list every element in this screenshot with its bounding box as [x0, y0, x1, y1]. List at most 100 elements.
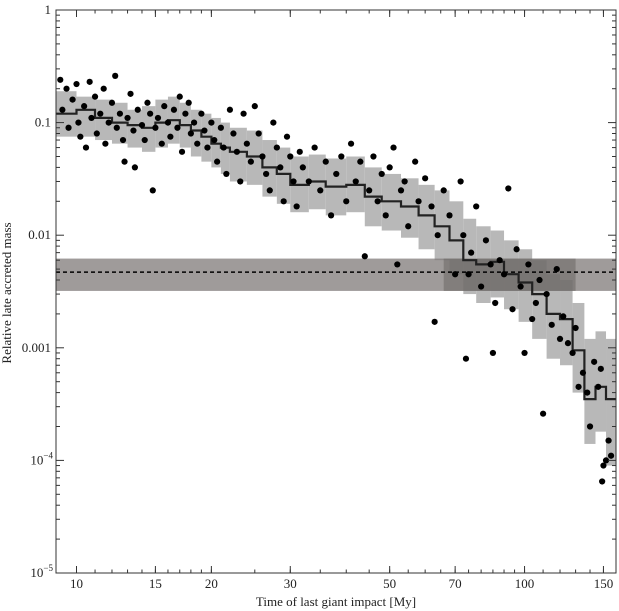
data-point: [174, 124, 181, 131]
y-tick-label: 0.1: [35, 115, 51, 130]
data-point: [457, 178, 464, 185]
data-point: [509, 306, 516, 313]
data-point: [446, 212, 453, 219]
data-point: [599, 478, 606, 485]
data-point: [124, 114, 131, 122]
data-point: [93, 130, 100, 137]
data-point: [247, 158, 254, 165]
data-point: [167, 133, 174, 140]
data-point: [347, 140, 355, 147]
x-tick-label: 15: [149, 576, 162, 591]
data-point: [75, 119, 82, 126]
y-tick-label: 10−4: [30, 450, 53, 467]
data-point: [584, 389, 591, 396]
data-point: [86, 78, 93, 85]
data-point: [141, 136, 148, 144]
data-point: [293, 203, 300, 210]
band-segment: [190, 109, 202, 157]
data-point: [374, 198, 381, 205]
data-point: [548, 321, 555, 328]
data-point: [164, 119, 172, 126]
data-point: [597, 365, 604, 372]
data-point: [560, 313, 567, 320]
data-point: [131, 164, 138, 171]
data-point: [343, 198, 350, 205]
data-point: [415, 198, 422, 205]
data-point: [366, 187, 373, 194]
data-point: [204, 144, 211, 151]
data-point: [602, 457, 610, 464]
data-point: [108, 99, 116, 106]
data-point: [322, 158, 329, 165]
band-segment: [418, 184, 435, 250]
data-point: [378, 170, 385, 178]
x-tick-label: 50: [383, 576, 396, 591]
data-point: [513, 246, 520, 253]
data-point: [152, 124, 159, 131]
data-point: [194, 140, 201, 147]
data-point: [422, 175, 429, 182]
y-tick-label: 10−5: [30, 563, 53, 580]
data-point: [158, 140, 165, 147]
data-point: [468, 249, 475, 256]
data-point: [240, 110, 247, 117]
data-point: [575, 383, 582, 390]
data-point: [525, 261, 532, 268]
data-point: [543, 290, 550, 298]
data-point: [428, 203, 435, 210]
data-point: [600, 462, 607, 469]
data-point: [223, 170, 230, 178]
data-point: [390, 144, 397, 151]
band-segment: [401, 178, 419, 238]
data-point: [97, 110, 104, 117]
data-point: [529, 315, 536, 323]
band-segment: [546, 274, 561, 359]
band-segment: [95, 99, 112, 141]
data-point: [273, 144, 280, 151]
data-point: [333, 170, 340, 178]
y-axis-title: Relative late accreted mass: [0, 222, 14, 363]
data-point: [134, 106, 141, 113]
data-point: [263, 170, 270, 178]
data-point: [233, 148, 240, 155]
data-point: [482, 237, 490, 244]
data-point: [57, 76, 64, 83]
data-point: [277, 164, 284, 171]
data-point: [154, 114, 162, 122]
data-point: [299, 164, 306, 171]
band-segment: [449, 201, 464, 275]
data-point: [220, 144, 227, 151]
data-point: [536, 276, 543, 284]
data-point: [88, 114, 95, 122]
data-point: [69, 96, 76, 103]
data-points-group: [57, 72, 615, 485]
data-point: [187, 130, 194, 137]
data-point: [327, 212, 335, 219]
data-point: [412, 158, 419, 165]
data-point: [127, 90, 134, 97]
data-point: [230, 130, 237, 137]
data-point: [553, 265, 560, 273]
data-point: [182, 110, 189, 117]
data-point: [211, 136, 218, 144]
data-point: [452, 271, 459, 278]
data-point: [489, 349, 497, 357]
band-segment: [229, 127, 247, 182]
data-point: [237, 178, 244, 185]
data-point: [259, 153, 266, 160]
x-tick-label: 20: [205, 576, 218, 591]
data-point: [73, 80, 80, 88]
axes-group: 10 15 20 30 50 70 100 150 1 0.1 0.01 0.001 10−4 10−5: [22, 2, 617, 591]
data-point: [208, 119, 215, 126]
x-axis-title: Time of last giant impact [My]: [256, 594, 416, 609]
data-point: [296, 148, 303, 155]
data-point: [357, 158, 364, 165]
data-point: [116, 110, 124, 117]
data-point: [185, 99, 192, 106]
data-point: [226, 106, 234, 113]
data-point: [63, 85, 70, 92]
data-point: [65, 124, 72, 131]
band-segment: [606, 338, 616, 466]
data-point: [102, 140, 109, 147]
data-point: [138, 122, 146, 129]
